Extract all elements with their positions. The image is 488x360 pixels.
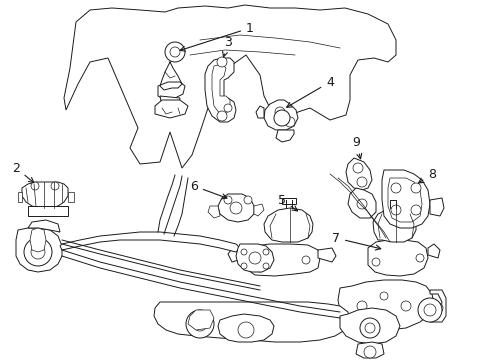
Circle shape <box>224 104 231 112</box>
Circle shape <box>388 193 396 201</box>
Circle shape <box>217 111 226 121</box>
Circle shape <box>356 301 366 311</box>
Circle shape <box>352 163 362 173</box>
Text: 5: 5 <box>278 194 297 211</box>
Polygon shape <box>429 198 443 216</box>
Polygon shape <box>346 158 371 190</box>
Circle shape <box>364 323 374 333</box>
Polygon shape <box>68 192 74 202</box>
Polygon shape <box>187 310 214 330</box>
Polygon shape <box>207 206 220 218</box>
Circle shape <box>248 252 261 264</box>
Polygon shape <box>227 246 244 262</box>
Circle shape <box>423 304 435 316</box>
Polygon shape <box>155 100 187 118</box>
Circle shape <box>256 264 264 272</box>
Circle shape <box>193 317 206 331</box>
Circle shape <box>417 298 441 322</box>
Circle shape <box>217 57 226 67</box>
Polygon shape <box>347 188 375 218</box>
Polygon shape <box>60 232 240 252</box>
Polygon shape <box>64 5 395 168</box>
Polygon shape <box>282 198 295 204</box>
Polygon shape <box>429 290 445 322</box>
Text: 7: 7 <box>331 231 380 250</box>
Polygon shape <box>264 100 297 130</box>
Circle shape <box>241 263 246 269</box>
Circle shape <box>51 182 59 190</box>
Polygon shape <box>218 314 273 342</box>
Polygon shape <box>337 280 433 330</box>
Text: 3: 3 <box>222 36 231 57</box>
Circle shape <box>371 258 379 266</box>
Circle shape <box>24 238 52 266</box>
Circle shape <box>302 256 309 264</box>
Polygon shape <box>18 192 22 202</box>
Text: 9: 9 <box>351 135 361 159</box>
Polygon shape <box>381 170 429 228</box>
Circle shape <box>432 303 442 313</box>
Polygon shape <box>160 96 180 108</box>
Text: 8: 8 <box>418 167 435 183</box>
Polygon shape <box>22 182 68 208</box>
Circle shape <box>356 177 366 187</box>
Polygon shape <box>317 248 335 262</box>
Circle shape <box>359 318 379 338</box>
Circle shape <box>31 182 39 190</box>
Text: 4: 4 <box>286 76 333 107</box>
Polygon shape <box>256 106 264 118</box>
Circle shape <box>244 196 251 204</box>
Circle shape <box>415 254 423 262</box>
Polygon shape <box>28 220 60 232</box>
Circle shape <box>356 199 366 209</box>
Polygon shape <box>158 82 184 100</box>
Polygon shape <box>355 342 383 358</box>
Circle shape <box>164 42 184 62</box>
Circle shape <box>273 110 289 126</box>
Polygon shape <box>367 240 427 276</box>
Circle shape <box>363 346 375 358</box>
Polygon shape <box>30 228 46 252</box>
Polygon shape <box>372 208 415 242</box>
Polygon shape <box>253 204 264 216</box>
Circle shape <box>390 205 400 215</box>
Circle shape <box>170 47 180 57</box>
Circle shape <box>185 310 214 338</box>
Circle shape <box>274 107 285 117</box>
Polygon shape <box>244 244 319 276</box>
Polygon shape <box>275 130 293 142</box>
Circle shape <box>400 301 410 311</box>
Polygon shape <box>387 178 421 222</box>
Text: 1: 1 <box>180 22 253 51</box>
Circle shape <box>379 292 387 300</box>
Text: 2: 2 <box>12 162 34 183</box>
Polygon shape <box>427 244 439 258</box>
Polygon shape <box>339 308 399 344</box>
Polygon shape <box>236 244 273 272</box>
Polygon shape <box>212 64 229 114</box>
Circle shape <box>229 202 242 214</box>
Polygon shape <box>264 208 312 242</box>
Circle shape <box>263 263 268 269</box>
Circle shape <box>410 205 420 215</box>
Polygon shape <box>28 206 68 216</box>
Circle shape <box>241 249 246 255</box>
Circle shape <box>390 183 400 193</box>
Polygon shape <box>16 228 62 272</box>
Text: 6: 6 <box>190 180 226 199</box>
Polygon shape <box>204 58 236 122</box>
Circle shape <box>238 322 253 338</box>
Circle shape <box>263 249 268 255</box>
Circle shape <box>410 183 420 193</box>
Circle shape <box>285 117 294 127</box>
Circle shape <box>224 196 231 204</box>
Polygon shape <box>218 194 253 222</box>
Circle shape <box>31 245 45 259</box>
Polygon shape <box>154 302 349 342</box>
